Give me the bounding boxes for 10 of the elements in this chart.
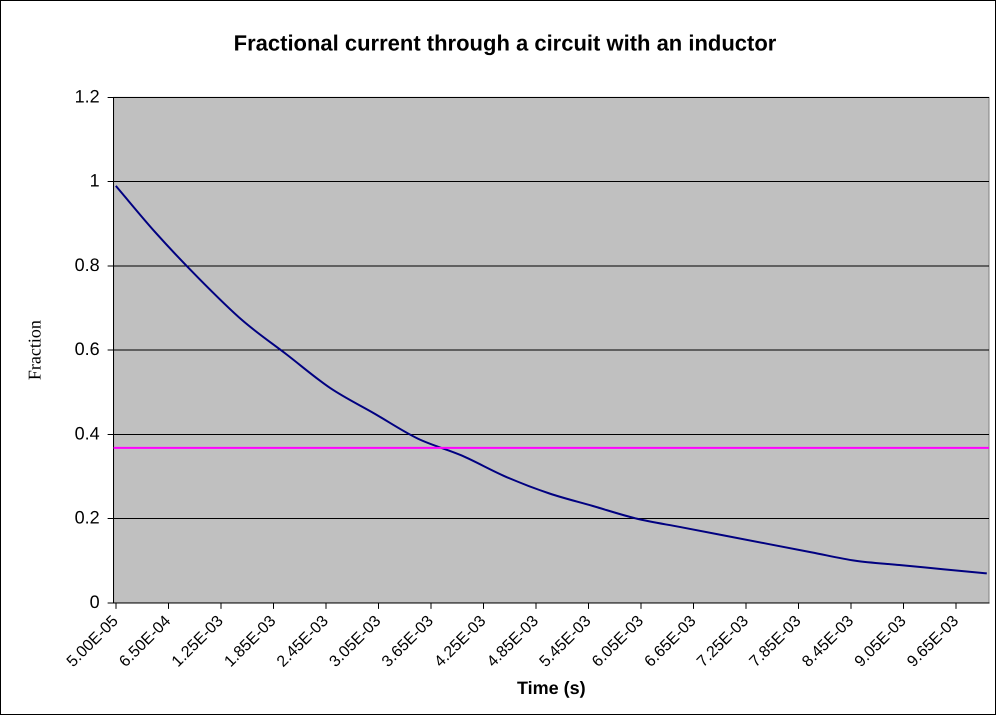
- y-tick-label: 0.6: [74, 339, 100, 360]
- y-tick-label: 0: [90, 592, 100, 612]
- y-tick-label: 1.2: [74, 86, 100, 106]
- y-tick-label: 0.4: [74, 423, 100, 444]
- chart-title: Fractional current through a circuit with an inductor: [234, 30, 777, 56]
- y-tick-label: 0.8: [74, 254, 100, 275]
- y-tick-label: 0.2: [74, 508, 100, 528]
- y-tick-label: 1: [90, 170, 100, 191]
- x-axis-title: Time (s): [516, 678, 586, 698]
- y-axis-title: Fraction: [24, 320, 45, 380]
